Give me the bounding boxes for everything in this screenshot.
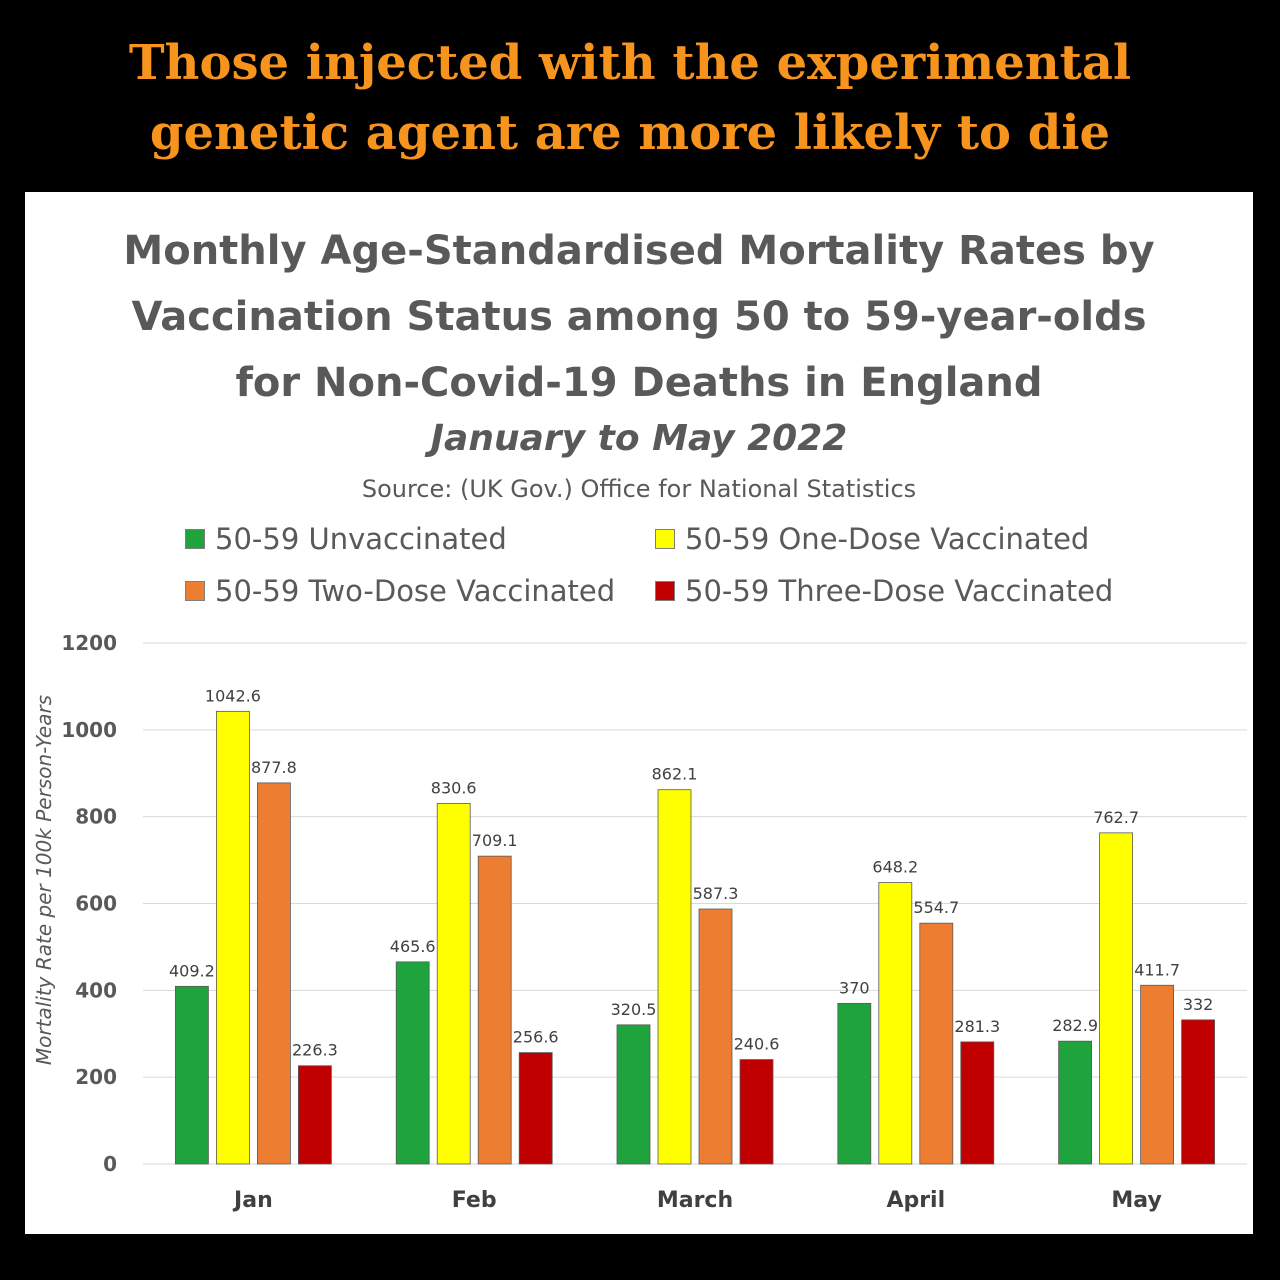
data-label: 877.8 bbox=[251, 758, 297, 777]
bar bbox=[616, 1024, 651, 1165]
x-tick-label: March bbox=[657, 1188, 733, 1213]
data-label: 648.2 bbox=[872, 858, 918, 877]
legend-swatch-two-dose bbox=[185, 581, 205, 601]
data-label: 862.1 bbox=[652, 765, 698, 784]
headline: Those injected with the experimental gen… bbox=[0, 28, 1240, 168]
bar bbox=[698, 908, 733, 1165]
legend-label-unvaccinated: 50-59 Unvaccinated bbox=[215, 522, 507, 556]
headline-line-1: Those injected with the experimental bbox=[128, 35, 1132, 91]
legend-item-one-dose: 50-59 One-Dose Vaccinated bbox=[655, 522, 1089, 556]
data-label: 282.9 bbox=[1052, 1016, 1098, 1035]
y-tick-label: 600 bbox=[75, 892, 117, 916]
x-tick-label: May bbox=[1111, 1188, 1161, 1213]
bar bbox=[919, 922, 954, 1165]
data-label: 554.7 bbox=[913, 898, 959, 917]
bar bbox=[215, 710, 250, 1165]
bar bbox=[657, 789, 692, 1165]
data-label: 587.3 bbox=[693, 884, 739, 903]
chart-panel: Monthly Age-Standardised Mortality Rates… bbox=[25, 192, 1253, 1234]
chart-title-line-1: Monthly Age-Standardised Mortality Rates… bbox=[123, 228, 1155, 274]
x-tick-label: Jan bbox=[232, 1188, 273, 1213]
chart-title-line-2: Vaccination Status among 50 to 59-year-o… bbox=[131, 294, 1147, 340]
legend-item-unvaccinated: 50-59 Unvaccinated bbox=[185, 522, 507, 556]
chart-source: Source: (UK Gov.) Office for National St… bbox=[361, 475, 917, 503]
legend-item-three-dose: 50-59 Three-Dose Vaccinated bbox=[655, 574, 1113, 608]
legend-swatch-three-dose bbox=[655, 581, 675, 601]
legend-label-two-dose: 50-59 Two-Dose Vaccinated bbox=[215, 574, 616, 608]
y-tick-label: 800 bbox=[75, 805, 117, 829]
x-tick-label: April bbox=[886, 1188, 945, 1213]
data-label: 411.7 bbox=[1134, 960, 1180, 979]
bar bbox=[256, 782, 291, 1165]
data-label: 281.3 bbox=[954, 1017, 1000, 1036]
headline-line-2: genetic agent are more likely to die bbox=[149, 105, 1111, 161]
bar bbox=[395, 961, 430, 1165]
bar bbox=[174, 985, 209, 1165]
data-label: 332 bbox=[1183, 995, 1214, 1014]
data-label: 762.7 bbox=[1093, 808, 1139, 827]
chart-legend: 50-59 Unvaccinated 50-59 One-Dose Vaccin… bbox=[25, 522, 1253, 632]
data-label: 1042.6 bbox=[205, 686, 261, 705]
bar bbox=[878, 882, 913, 1165]
bar bbox=[1058, 1040, 1092, 1165]
y-tick-label: 200 bbox=[75, 1065, 117, 1089]
y-tick-label: 400 bbox=[75, 978, 117, 1002]
legend-swatch-one-dose bbox=[655, 529, 675, 549]
bar bbox=[739, 1059, 774, 1165]
data-label: 465.6 bbox=[390, 937, 436, 956]
y-axis-label: Mortality Rate per 100k Person-Years bbox=[32, 695, 56, 1065]
x-tick-label: Feb bbox=[452, 1188, 497, 1213]
bar bbox=[1140, 984, 1174, 1165]
data-label: 709.1 bbox=[472, 831, 518, 850]
y-tick-label: 1000 bbox=[61, 718, 117, 742]
bar-chart: 0 200 400 600 800 1000 1200 Mortality Rate per … bbox=[32, 631, 1247, 1213]
data-label: 370 bbox=[839, 978, 870, 997]
bar bbox=[477, 855, 512, 1165]
chart-subtitle: January to May 2022 bbox=[430, 418, 848, 459]
chart-title-line-3: for Non-Covid-19 Deaths in England bbox=[235, 360, 1043, 406]
bar bbox=[1099, 832, 1133, 1165]
legend-label-one-dose: 50-59 One-Dose Vaccinated bbox=[685, 522, 1090, 556]
legend-item-two-dose: 50-59 Two-Dose Vaccinated bbox=[185, 574, 615, 608]
bar bbox=[960, 1041, 995, 1165]
bar bbox=[297, 1065, 332, 1165]
bar bbox=[518, 1052, 553, 1165]
y-tick-label: 0 bbox=[103, 1152, 117, 1176]
data-label: 830.6 bbox=[431, 778, 477, 797]
legend-swatch-unvaccinated bbox=[185, 529, 205, 549]
legend-label-three-dose: 50-59 Three-Dose Vaccinated bbox=[685, 574, 1114, 608]
data-label: 256.6 bbox=[513, 1028, 559, 1047]
data-label: 240.6 bbox=[734, 1035, 780, 1054]
data-label: 409.2 bbox=[169, 961, 215, 980]
data-label: 320.5 bbox=[611, 1000, 657, 1019]
bar bbox=[436, 802, 471, 1165]
bar bbox=[1181, 1019, 1215, 1165]
chart-title: Monthly Age-Standardised Mortality Rates… bbox=[25, 218, 1253, 416]
bar bbox=[837, 1002, 872, 1165]
data-label: 226.3 bbox=[292, 1041, 338, 1060]
y-tick-label: 1200 bbox=[61, 631, 117, 655]
